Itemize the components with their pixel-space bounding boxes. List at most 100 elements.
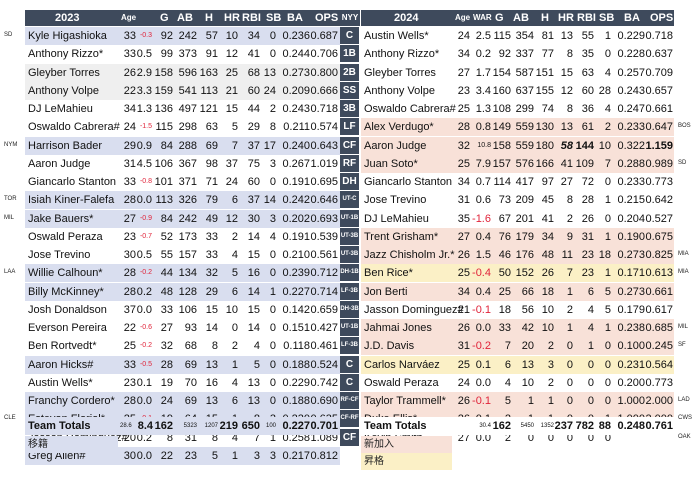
cell-age: 26 <box>457 395 470 407</box>
header-sb: SB <box>599 12 615 24</box>
cell-g: 67 <box>498 212 511 225</box>
player-row-r: Carlos Narváez 25 0.1 6 13 3 0 0 0 0.231 0.564 <box>361 355 674 374</box>
header-war: WAR <box>473 13 492 22</box>
cell-hr: 0 <box>566 358 573 371</box>
cell-h: 81 <box>541 30 554 42</box>
cell-ab: 417 <box>515 176 534 188</box>
cell-hr: 15 <box>560 66 573 79</box>
cell-war: 7.9 <box>475 157 491 170</box>
cell-ops: 0.709 <box>645 66 673 79</box>
cell-ba: 0.211 <box>283 121 310 134</box>
cell-ops: 0.690 <box>310 395 338 407</box>
cell-ops: 0.245 <box>645 340 673 353</box>
cell-sb: 4 <box>604 66 611 79</box>
cell-sb: 5 <box>604 303 611 316</box>
cell-hr: 5 <box>231 267 238 280</box>
cell-ops: 0.742 <box>310 376 338 389</box>
cell-age: 28 <box>123 395 136 407</box>
cell-g: 25 <box>498 285 511 298</box>
cell-name: Isiah Kiner-Falefa <box>28 194 115 207</box>
cell-ba: 0.188 <box>282 395 310 407</box>
cell-hr: 6 <box>231 194 238 207</box>
cell-ba: 0.273 <box>617 285 645 298</box>
cell-age: 30 <box>123 449 136 462</box>
cell-hr: 2 <box>231 340 238 353</box>
cell-ops: 0.427 <box>310 322 338 334</box>
totals-sb: 100 <box>265 423 276 429</box>
player-row-l: Aaron Judge 31 4.5 106 367 98 37 75 3 0.267 1.019 <box>25 154 340 173</box>
legend-new: 新加入 <box>361 436 452 453</box>
cell-ops: 0.657 <box>645 84 673 97</box>
cell-war: 3.3 <box>136 84 152 97</box>
player-row-r: Alex Verdugo* 28 0.8 149 559 130 13 61 2 0.233 0.6… <box>361 118 674 137</box>
cell-rbi: 30 <box>247 212 260 225</box>
cell-name: Jahmai Jones <box>364 322 432 334</box>
position-badge: RF <box>340 154 359 172</box>
cell-ops: 0.613 <box>645 267 673 280</box>
cell-h: 8 <box>211 340 218 353</box>
totals-rbi: 782 <box>575 420 594 432</box>
position-badge: LF-3B <box>340 282 359 300</box>
cell-g: 92 <box>160 30 173 42</box>
cell-hr: 0 <box>566 395 573 407</box>
cell-hr: 4 <box>231 249 238 261</box>
cell-war: -0.1 <box>472 395 491 407</box>
header-ba: BA <box>287 12 303 24</box>
cell-rbi: 36 <box>581 103 594 115</box>
totals-rbi: 650 <box>241 420 260 432</box>
player-row-r: Austin Wells* 24 2.5 115 354 81 13 55 1 0.229 0.71… <box>361 27 674 45</box>
header-rbi: RBI <box>242 12 261 24</box>
cell-name: Oswald Peraza <box>364 376 439 389</box>
team-totals-2023: Team Totals 28.6 8.4 162 5323 1207 219 6… <box>25 417 340 435</box>
cell-g: 159 <box>154 84 173 97</box>
cell-rbi: 55 <box>581 30 594 42</box>
cell-h: 15 <box>205 303 218 316</box>
totals-g: 162 <box>492 420 511 432</box>
cell-g: 32 <box>160 340 173 353</box>
cell-ops: 0.647 <box>645 121 673 134</box>
cell-ab: 576 <box>515 157 534 170</box>
cell-sb: 0 <box>269 358 276 371</box>
new-team-note: OAK <box>678 433 691 440</box>
cell-h: 91 <box>205 48 218 61</box>
new-team-note: LAD <box>678 397 690 403</box>
totals-war: 8.4 <box>137 420 153 432</box>
previous-team-note: MIL <box>4 214 15 221</box>
cell-sb: 1 <box>604 194 611 207</box>
cell-sb: 0 <box>604 48 611 61</box>
cell-hr: 12 <box>225 48 238 61</box>
cell-rbi: 61 <box>581 121 594 134</box>
header-age: Age <box>121 13 137 22</box>
player-row-r: Jon Berti 34 0.4 25 66 18 1 6 5 0.273 0.661 <box>361 282 674 301</box>
cell-ab: 596 <box>178 66 197 79</box>
cell-ab: 69 <box>184 395 197 407</box>
cell-name: Juan Soto* <box>364 157 418 170</box>
cell-age: 27 <box>457 230 470 243</box>
cell-ops: 0.524 <box>310 358 338 371</box>
cell-h: 13 <box>205 395 218 407</box>
cell-age: 28 <box>123 194 136 207</box>
cell-name: Gleyber Torres <box>364 66 436 79</box>
cell-hr: 11 <box>561 249 573 261</box>
cell-g: 22 <box>160 449 173 462</box>
cell-ab: 354 <box>515 30 534 42</box>
cell-rbi: 23 <box>581 267 594 280</box>
cell-g: 154 <box>492 66 511 79</box>
cell-h: 57 <box>205 30 218 42</box>
cell-rbi: 4 <box>587 322 594 334</box>
cell-ab: 299 <box>515 103 534 115</box>
cell-ops: 0.564 <box>645 358 673 371</box>
new-team-note: BOS <box>678 123 691 130</box>
player-row-l: Kyle Higashioka 33 -0.3 92 242 57 10 34 0 0.236 0.… <box>25 27 340 45</box>
cell-name: Austin Wells* <box>364 30 429 42</box>
cell-ba: 0.190 <box>617 230 645 243</box>
cell-rbi: 13 <box>247 395 260 407</box>
cell-hr: 2 <box>566 212 573 225</box>
cell-name: Jose Trevino <box>28 249 91 261</box>
cell-age: 34 <box>457 285 470 298</box>
cell-hr: 12 <box>225 212 238 225</box>
cell-h: 48 <box>541 249 554 261</box>
cell-hr: 10 <box>225 30 238 42</box>
header-ab: AB <box>177 12 193 24</box>
cell-ops: 0.574 <box>310 121 338 134</box>
